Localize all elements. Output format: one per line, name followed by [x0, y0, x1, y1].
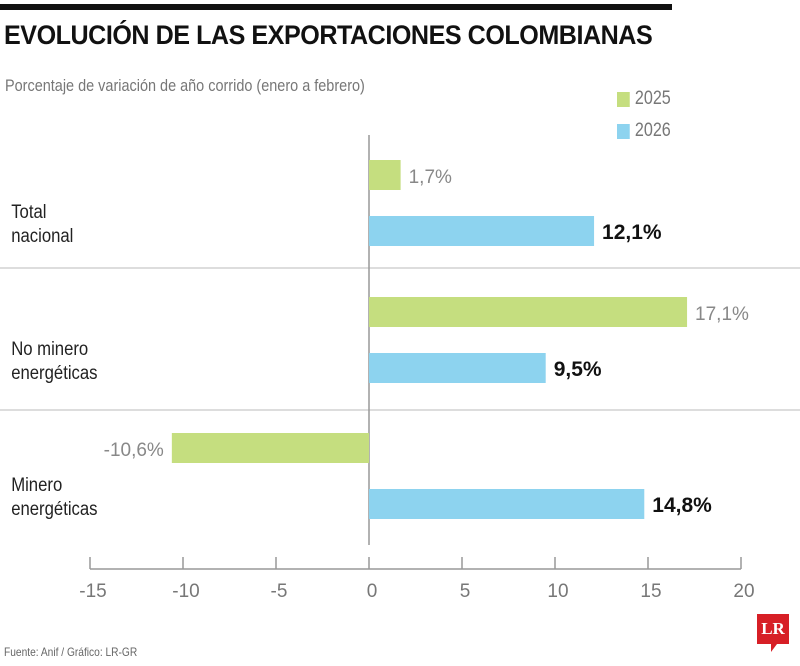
data-label: 9,5%	[554, 358, 602, 381]
x-tick-label: 5	[460, 581, 471, 602]
bar-2025	[171, 433, 369, 463]
data-label: -10,6%	[104, 440, 164, 461]
x-tick-label: -10	[172, 581, 199, 602]
x-tick-label: 10	[547, 581, 568, 602]
legend-label: 2026	[634, 120, 671, 141]
chart-title: EVOLUCIÓN DE LAS EXPORTACIONES COLOMBIAN…	[4, 20, 653, 50]
chart-subtitle: Porcentaje de variación de año corrido (…	[5, 76, 365, 95]
bar-2026	[369, 353, 546, 383]
data-label: 1,7%	[409, 167, 452, 188]
x-tick-label: -5	[271, 581, 288, 602]
legend-swatch	[617, 91, 630, 107]
x-tick-label: -15	[79, 581, 106, 602]
x-tick-label: 0	[367, 581, 378, 602]
legend-label: 2025	[634, 88, 671, 109]
legend-item-2026: 2026	[617, 120, 671, 142]
top-rule	[0, 4, 672, 10]
category-label: Minero energéticas	[11, 474, 97, 519]
bar-2025	[369, 160, 401, 190]
source-note: Fuente: Anif / Gráfico: LR-GR	[4, 645, 138, 659]
legend-item-2025: 2025	[617, 88, 671, 110]
bar-2026	[369, 216, 595, 246]
data-label: 17,1%	[695, 304, 749, 325]
lr-logo: LR	[757, 614, 789, 652]
x-tick-label: 20	[733, 581, 754, 602]
bar-2025	[369, 297, 688, 327]
x-tick-label: 15	[640, 581, 661, 602]
data-label: 14,8%	[652, 494, 712, 517]
legend-swatch	[617, 123, 630, 139]
bar-2026	[369, 489, 645, 519]
data-label: 12,1%	[602, 221, 662, 244]
category-label: Total nacional	[11, 201, 73, 246]
category-label: No minero energéticas	[11, 338, 97, 383]
